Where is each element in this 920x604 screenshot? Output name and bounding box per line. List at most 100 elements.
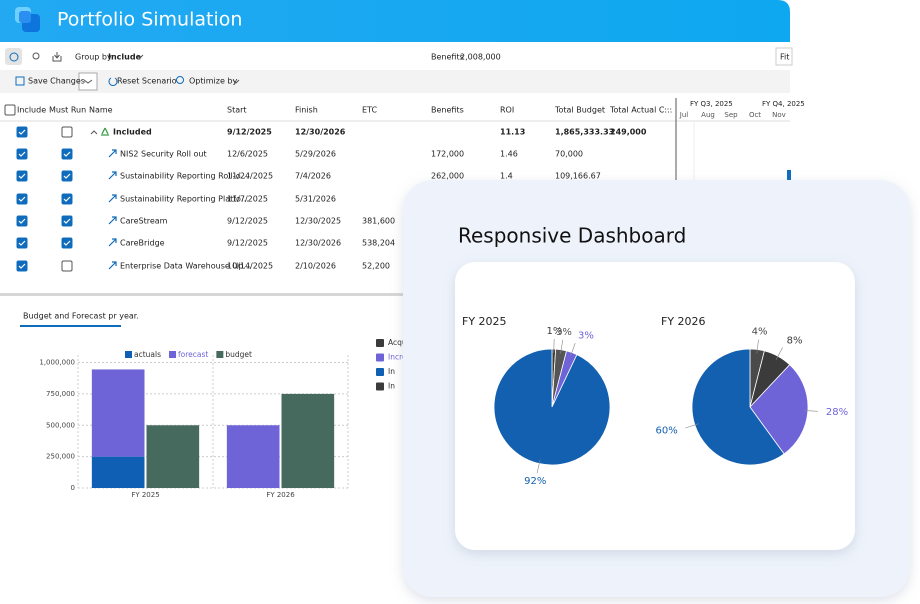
column-header[interactable]: Total Budget [554, 106, 605, 115]
include-checkbox[interactable] [16, 260, 28, 272]
leader-line [803, 410, 818, 412]
include-checkbox[interactable] [16, 215, 28, 227]
legend-label[interactable]: actuals [134, 350, 161, 359]
legend-swatch[interactable] [216, 351, 224, 358]
splitter [0, 293, 790, 296]
chevron [136, 54, 144, 59]
chart-tab[interactable]: Budget and Forecast pr year. [23, 312, 139, 321]
check-mark [63, 173, 71, 179]
leader-line [685, 423, 699, 429]
check-mark [18, 263, 26, 269]
side-legend-label[interactable]: In [388, 367, 395, 376]
project-name[interactable]: NIS2 Security Roll out [120, 150, 207, 159]
include-checkbox[interactable] [16, 193, 28, 205]
month-label: Nov [772, 111, 786, 119]
action-button[interactable]: Reset Scenario [117, 77, 177, 86]
cell: 7/4/2026 [295, 172, 331, 181]
must-run-checkbox[interactable] [61, 126, 73, 138]
export-icon[interactable] [52, 52, 62, 62]
cell: 11/7/2025 [227, 195, 268, 204]
include-checkbox[interactable] [16, 170, 28, 182]
side-legend-swatch[interactable] [376, 353, 384, 362]
side-legend-label[interactable]: In [388, 382, 395, 391]
pie-label: 3% [578, 331, 594, 342]
include-checkbox[interactable] [16, 148, 28, 160]
cell: 9/12/2025 [227, 217, 268, 226]
check-mark [18, 129, 26, 135]
select-all-checkbox[interactable] [4, 104, 16, 116]
cell: 12/6/2025 [227, 150, 268, 159]
pie-label: 28% [826, 407, 848, 418]
legend-label[interactable]: forecast [178, 350, 208, 359]
bar [226, 425, 280, 488]
project-icon [108, 238, 117, 247]
column-header[interactable]: ETC [362, 106, 377, 115]
fit-box[interactable] [775, 47, 793, 66]
pie-title: FY 2026 [661, 315, 706, 328]
cell: 11/24/2025 [227, 172, 273, 181]
include-checkbox[interactable] [16, 126, 28, 138]
project-name[interactable]: Sustainability Reporting Platfo… [120, 195, 249, 204]
column-header[interactable]: Benefits [431, 106, 464, 115]
column-header[interactable]: Total Actual C… [609, 106, 672, 115]
must-run-checkbox[interactable] [61, 170, 73, 182]
column-header[interactable]: Name [89, 106, 113, 115]
project-name[interactable]: Included [113, 128, 152, 137]
y-tick-label: 500,000 [46, 421, 75, 429]
legend-swatch[interactable] [125, 351, 132, 358]
y-tick-label: 0 [71, 484, 75, 492]
pie-label: 1% [546, 326, 562, 337]
legend-label[interactable]: budget [225, 350, 252, 359]
bar [91, 369, 145, 457]
project-name[interactable]: CareStream [120, 217, 168, 226]
month-label: Aug [701, 111, 715, 119]
cell: 249,000 [610, 128, 647, 137]
column-header[interactable]: Include [17, 106, 46, 115]
check-mark [63, 218, 71, 224]
must-run-checkbox[interactable] [61, 193, 73, 205]
tab-underline [20, 325, 121, 327]
collapse-chevron[interactable] [90, 130, 98, 135]
cell: 2/10/2026 [295, 262, 336, 271]
side-legend-label[interactable]: Acqu [388, 338, 407, 347]
app-header [0, 0, 790, 42]
cell: 381,600 [362, 217, 395, 226]
reset-icon [108, 77, 118, 86]
action-button[interactable]: Save Changes [28, 77, 85, 86]
must-run-checkbox[interactable] [61, 237, 73, 249]
group-by-value[interactable]: Include [108, 53, 142, 62]
save-icon [15, 76, 25, 86]
project-name[interactable]: Enterprise Data Warehouse Up… [120, 262, 251, 271]
command-bar [0, 70, 790, 93]
must-run-checkbox[interactable] [61, 215, 73, 227]
cell: 70,000 [555, 150, 583, 159]
side-legend-label[interactable]: Incre [388, 353, 407, 362]
bar [146, 425, 200, 488]
cell: 1.4 [500, 172, 513, 181]
pie-label: 4% [752, 327, 768, 338]
project-name[interactable]: Sustainability Reporting Roll-o… [120, 172, 249, 181]
column-header[interactable]: ROI [500, 106, 514, 115]
project-name[interactable]: CareBridge [120, 239, 165, 248]
fit-label[interactable]: Fit [780, 53, 789, 62]
column-header[interactable]: Must Run [49, 106, 86, 115]
project-icon [108, 261, 117, 270]
must-run-checkbox[interactable] [61, 148, 73, 160]
column-header[interactable]: Start [227, 106, 247, 115]
save-dropdown[interactable] [78, 72, 98, 91]
legend-swatch[interactable] [169, 351, 177, 358]
include-checkbox[interactable] [16, 237, 28, 249]
side-legend-swatch[interactable] [376, 368, 384, 376]
view-button[interactable] [5, 48, 22, 65]
action-button[interactable]: Optimize by [189, 77, 237, 86]
check-mark [63, 196, 71, 202]
people-icon[interactable] [32, 52, 40, 60]
must-run-checkbox[interactable] [61, 260, 73, 272]
side-legend-swatch[interactable] [376, 339, 384, 347]
app-logo [15, 7, 40, 32]
gantt-bar [787, 170, 791, 182]
side-legend-swatch[interactable] [376, 382, 384, 391]
cell: 11.13 [500, 128, 525, 137]
column-header[interactable]: Finish [295, 106, 318, 115]
leader-line [570, 342, 576, 357]
